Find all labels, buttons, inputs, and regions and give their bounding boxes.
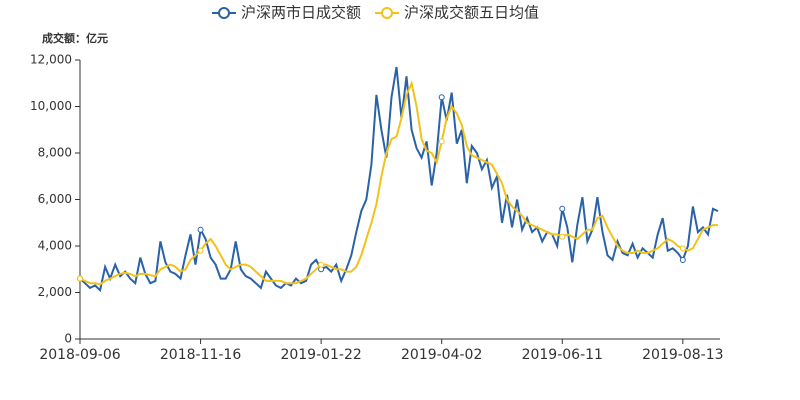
y-tick-label: 6,000	[38, 192, 72, 206]
legend-marker	[381, 7, 394, 19]
y-tick-label: 0	[64, 332, 72, 346]
x-tick-label: 2019-06-11	[522, 347, 603, 363]
point-marker	[197, 247, 204, 254]
y-axis-label: 成交额：亿元	[42, 31, 108, 45]
x-tick-label: 2019-01-22	[280, 347, 361, 363]
legend-label: 沪深两市日成交额	[241, 4, 361, 22]
legend-label: 沪深成交额五日均值	[404, 4, 539, 22]
point-marker	[438, 138, 445, 145]
point-marker	[679, 245, 686, 252]
y-tick-label: 12,000	[30, 53, 72, 67]
series-line	[79, 80, 718, 286]
point-marker	[679, 256, 686, 263]
y-tick-label: 8,000	[38, 146, 72, 160]
point-marker	[559, 205, 566, 212]
point-marker	[438, 94, 445, 101]
point-marker	[318, 261, 325, 268]
point-marker	[77, 275, 83, 282]
y-tick-label: 4,000	[38, 239, 72, 253]
series-line	[79, 66, 719, 293]
x-tick-label: 2019-04-02	[401, 347, 482, 363]
x-tick-label: 2018-09-06	[39, 347, 120, 363]
y-tick-label: 10,000	[30, 99, 72, 113]
legend-marker	[218, 7, 230, 19]
point-marker	[197, 226, 204, 233]
point-marker	[559, 233, 566, 240]
x-tick-label: 2019-08-13	[642, 347, 723, 363]
x-tick-label: 2018-11-16	[160, 347, 241, 363]
y-tick-label: 2,000	[38, 285, 72, 299]
